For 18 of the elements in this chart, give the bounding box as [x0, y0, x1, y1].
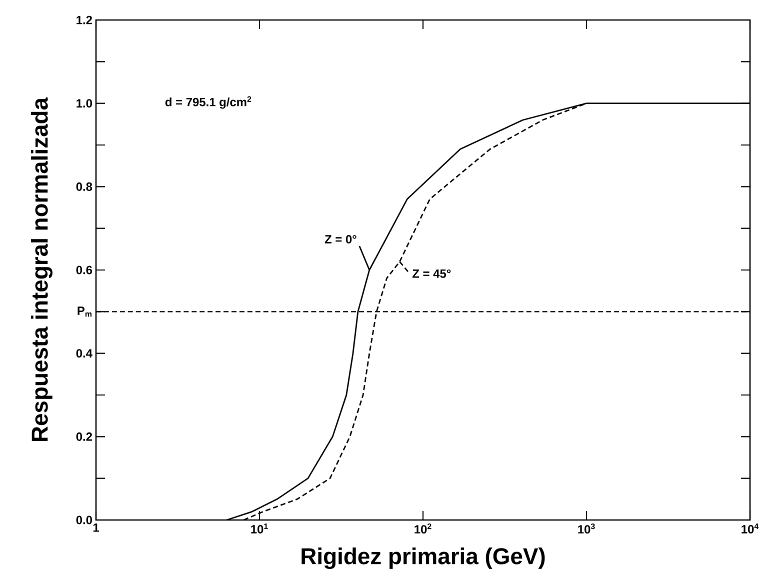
legend-label: Z = 45° [412, 269, 451, 278]
y-axis-title: Respuesta integral normalizada [31, 97, 52, 442]
text: Z = 0° [324, 235, 356, 244]
y-tick-label: 1.0 [76, 99, 92, 108]
x-tick-label: 10$^{1}$ [251, 524, 268, 534]
x-tick-label: 1 [93, 524, 99, 532]
y-tick-label: 0.8 [76, 182, 92, 191]
x-tick-label: 10$^{3}$ [578, 524, 595, 534]
annotation: d = 795.1 g/cm$^{2}$ [165, 96, 252, 109]
y-tick-label: 1.2 [76, 16, 92, 24]
ref-line-label: P$_{m}$ [78, 306, 92, 317]
y-tick-label: 0.2 [76, 432, 92, 441]
x-tick-label: 10$^{2}$ [414, 524, 432, 534]
x-tick-label: 10$^{4}$ [742, 524, 759, 534]
y-tick-label: 0.4 [76, 349, 92, 358]
x-axis-title: Rigidez primaria (GeV) [302, 548, 545, 569]
y-tick-label: 0.0 [76, 516, 92, 524]
y-tick-label: 0.6 [76, 266, 92, 274]
